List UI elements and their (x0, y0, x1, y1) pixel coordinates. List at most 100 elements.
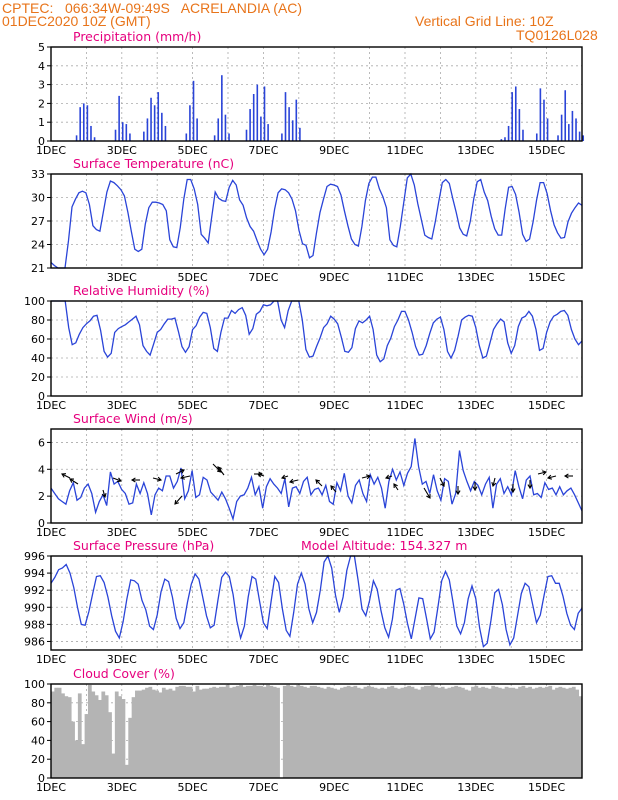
panel-0: 0 1 2 3 4 5 1DEC 3DEC 5DEC 7DEC 9DEC 11DEC 13DEC 15DE… (36, 29, 585, 157)
panel-2: 0 20 40 60 80 100 1DEC 3DEC 5DEC 7DEC 9DEC 11DEC 13D… (24, 283, 583, 412)
x-tick-label: 13DEC (457, 271, 494, 284)
cloud-bar (434, 686, 438, 778)
x-tick-label: 1DEC (36, 399, 66, 412)
wind-arrow-head (472, 486, 478, 492)
header-grid-note: Vertical Grid Line: 10Z (415, 13, 554, 29)
wind-arrow (102, 489, 106, 498)
wind-arrow (180, 475, 191, 479)
precip-bar (263, 86, 266, 141)
x-tick-label: 7DEC (248, 399, 278, 412)
precip-bar (291, 120, 294, 141)
x-tick-label: 5DEC (178, 781, 208, 794)
wind-arrow (289, 479, 299, 483)
cloud-bar (111, 753, 116, 778)
panel-frame (50, 428, 583, 524)
y-tick-label: 33 (31, 168, 45, 181)
cloud-bar (387, 686, 391, 778)
cloud-bar (461, 687, 465, 778)
wind-arrow (61, 473, 71, 479)
precip-bar (260, 116, 262, 141)
wind-arrow-head (174, 499, 179, 505)
precip-bar (571, 110, 574, 141)
wind-arrow-head (157, 476, 163, 482)
cloud-bar (222, 686, 227, 778)
panel-frame (50, 300, 583, 397)
x-tick-label: 1DEC (36, 653, 66, 666)
x-tick-label: 15DEC (528, 144, 565, 157)
cloud-bar (131, 697, 136, 778)
cloud-bar (118, 696, 122, 778)
wind-arrow (393, 483, 399, 491)
precip-bar (86, 105, 89, 141)
cloud-bar (380, 687, 385, 778)
cloud-bar (545, 686, 549, 778)
cloud-bar (235, 685, 240, 778)
cloud-bar (383, 688, 388, 778)
precip-bar (522, 129, 524, 141)
cloud-bar (158, 692, 163, 778)
cloud-bar (192, 691, 196, 778)
cloud-bar (511, 687, 516, 778)
cloud-bar (336, 689, 341, 778)
precip-bar (295, 99, 298, 141)
cloud-bar (61, 693, 65, 778)
cloud-bar (114, 691, 119, 778)
cloud-bar (67, 697, 72, 778)
series-line (51, 300, 583, 363)
cloud-bar (410, 686, 415, 778)
y-tick-label: 2 (38, 97, 45, 110)
cloud-bar (245, 685, 250, 778)
cloud-bar (514, 688, 519, 778)
cloud-bar (326, 686, 331, 778)
header-model-code: TQ0126L028 (516, 27, 598, 43)
panel-title: Relative Humidity (%) (73, 283, 210, 298)
cloud-bar (353, 685, 358, 778)
y-tick-label: 5 (38, 41, 45, 54)
cloud-bar (64, 696, 69, 778)
precip-bar (153, 105, 156, 141)
cloud-bar (266, 684, 270, 778)
x-tick-label: 11DEC (386, 653, 423, 666)
cloud-bar (555, 687, 559, 778)
precip-bar (281, 133, 283, 141)
model-altitude: Model Altitude: 154.327 m (301, 538, 467, 553)
wind-arrow-head (280, 474, 287, 480)
cloud-bar (393, 687, 398, 778)
wind-arrow-head (330, 485, 335, 491)
precip-bar (224, 114, 227, 141)
y-tick-label: 994 (24, 567, 45, 580)
cloud-bar (292, 686, 297, 778)
y-tick-label: 80 (31, 697, 45, 710)
cloud-bar (319, 687, 324, 778)
x-tick-label: 3DEC (107, 144, 137, 157)
cloud-bar (286, 684, 291, 778)
precip-bar (284, 92, 287, 141)
precip-bar (90, 125, 92, 141)
cloud-bar (440, 686, 445, 778)
y-tick-label: 60 (31, 333, 45, 346)
y-tick-label: 30 (31, 192, 45, 205)
x-tick-label: 5DEC (178, 653, 208, 666)
x-tick-label: 7DEC (248, 781, 278, 794)
x-tick-label: 5DEC (178, 526, 208, 539)
wind-arrow-head (256, 472, 263, 478)
wind-arrow (112, 477, 122, 482)
wind-arrow-head (116, 477, 122, 483)
y-tick-label: 988 (24, 618, 45, 631)
cloud-bar (565, 688, 569, 778)
wind-arrow (69, 478, 79, 485)
cloud-bar (121, 699, 126, 778)
y-tick-label: 24 (31, 239, 45, 252)
x-tick-label: 3DEC (107, 653, 137, 666)
cloud-bar (437, 687, 442, 778)
cloud-bar (370, 686, 375, 778)
cloud-bar (541, 687, 546, 778)
cloud-bar (108, 712, 112, 778)
y-tick-label: 990 (24, 601, 45, 614)
precip-bar (543, 99, 545, 141)
precip-bar (75, 135, 78, 141)
x-tick-label: 9DEC (319, 653, 349, 666)
precip-bar (79, 107, 81, 141)
precip-bar (299, 127, 301, 141)
cloud-bar (215, 687, 220, 778)
